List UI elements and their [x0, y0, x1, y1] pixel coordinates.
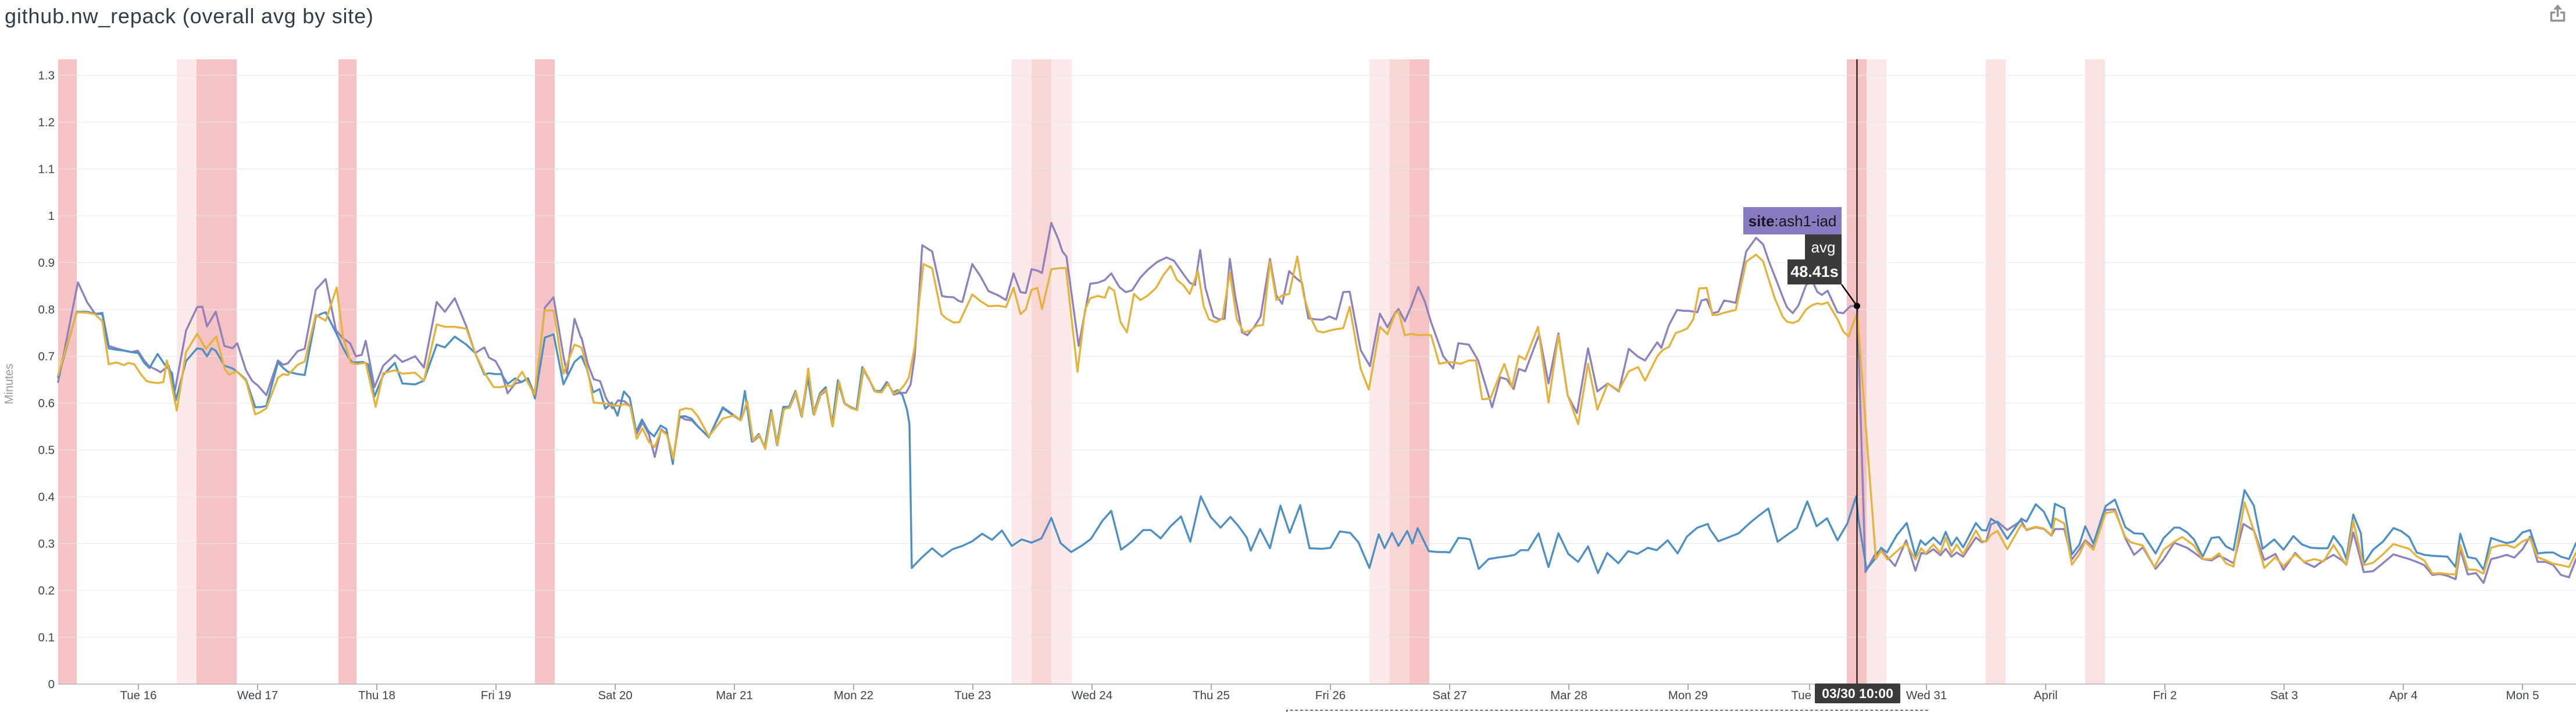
svg-text:Thu 18: Thu 18	[358, 689, 395, 702]
svg-text:Wed 31: Wed 31	[1906, 689, 1947, 702]
svg-text:Tue 16: Tue 16	[120, 689, 156, 702]
svg-text:1.3: 1.3	[38, 69, 55, 83]
svg-text:0.8: 0.8	[38, 303, 55, 316]
svg-text:Fri 2: Fri 2	[2153, 689, 2177, 702]
svg-text:1: 1	[48, 209, 55, 223]
svg-text:Tue 23: Tue 23	[954, 689, 991, 702]
svg-text:0.9: 0.9	[38, 257, 55, 270]
svg-text:0.1: 0.1	[38, 631, 55, 645]
svg-text:0: 0	[48, 678, 55, 691]
svg-text:Minutes: Minutes	[3, 364, 16, 404]
svg-text:Sat 20: Sat 20	[598, 689, 632, 702]
svg-text:Sat 27: Sat 27	[1432, 689, 1467, 702]
svg-text:Apr 4: Apr 4	[2389, 689, 2418, 702]
svg-text:1.1: 1.1	[38, 163, 55, 176]
svg-text:0.2: 0.2	[38, 584, 55, 597]
svg-text:Mon 22: Mon 22	[834, 689, 873, 702]
svg-text:Wed 17: Wed 17	[237, 689, 278, 702]
svg-text:Mon 29: Mon 29	[1668, 689, 1708, 702]
svg-text:Thu 25: Thu 25	[1193, 689, 1230, 702]
svg-text:Sat 3: Sat 3	[2270, 689, 2298, 702]
svg-text:0.6: 0.6	[38, 397, 55, 410]
svg-text:0.4: 0.4	[38, 490, 55, 504]
svg-text:Wed 24: Wed 24	[1072, 689, 1112, 702]
svg-text:April: April	[2033, 689, 2057, 702]
svg-text:1.2: 1.2	[38, 116, 55, 129]
svg-text:Fri 26: Fri 26	[1315, 689, 1346, 702]
svg-text:0.7: 0.7	[38, 350, 55, 364]
svg-text:0.5: 0.5	[38, 444, 55, 457]
svg-text:Fri 19: Fri 19	[481, 689, 511, 702]
svg-text:Mar 28: Mar 28	[1550, 689, 1587, 702]
svg-text:Mar 21: Mar 21	[716, 689, 753, 702]
svg-text:Mon 5: Mon 5	[2506, 689, 2539, 702]
svg-text:0.3: 0.3	[38, 537, 55, 551]
